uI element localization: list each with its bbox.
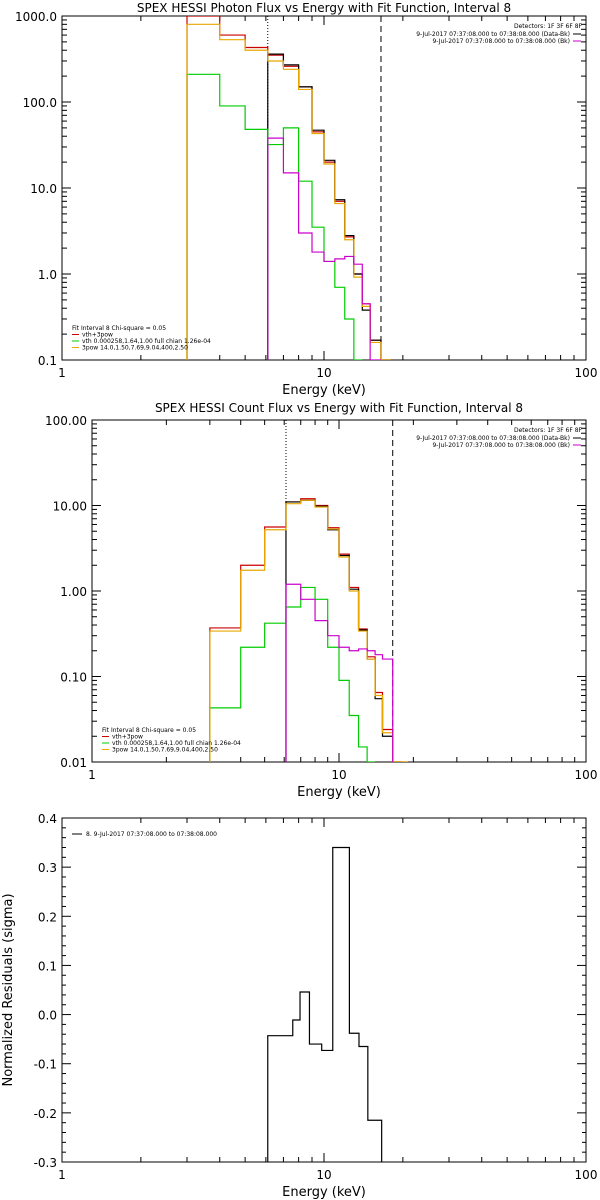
plot-area xyxy=(186,16,391,360)
series-vth xyxy=(186,73,363,360)
chart-panel-2: SPEX HESSI Count Flux vs Energy with Fit… xyxy=(45,401,597,800)
y-tick-label: 0.0 xyxy=(38,1009,57,1023)
time-range-label: 9-Jul-2017 07:37:08.000 to 07:38:08.000 … xyxy=(432,442,570,449)
chart-panel-1: SPEX HESSI Photon Flux vs Energy with Fi… xyxy=(15,1,597,398)
chart-title: SPEX HESSI Photon Flux vs Energy with Fi… xyxy=(137,1,511,15)
residual-legend-label: 8. 9-Jul-2017 07:37:08.000 to 07:38:08.0… xyxy=(86,831,217,838)
y-tick-label: -0.3 xyxy=(34,1156,57,1170)
series-vth-3pow xyxy=(209,498,408,762)
x-tick-label: 100 xyxy=(575,366,598,380)
series-bk xyxy=(267,137,381,360)
x-tick-label: 100 xyxy=(575,1168,598,1182)
x-tick-label: 10 xyxy=(331,768,346,782)
x-tick-label: 10 xyxy=(316,1168,331,1182)
x-tick-label: 1 xyxy=(58,1168,66,1182)
x-axis-label: Energy (keV) xyxy=(282,1185,366,1200)
y-tick-label: -0.2 xyxy=(34,1107,57,1121)
x-axis-label: Energy (keV) xyxy=(297,785,381,800)
y-axis-label: Normalized Residuals (sigma) xyxy=(1,893,16,1086)
plot-frame xyxy=(91,419,587,763)
y-tick-label: 1000.0 xyxy=(15,10,57,24)
fit-legend-label: vth 0.000258,1.64,1.00 full chian 1.26e-… xyxy=(112,740,241,747)
chart-panel-3: 1 10 100 -0.3 -0.2 -0.1 0.0 0.1 0.2 0.3 0.4 Energy … xyxy=(1,812,597,1200)
series-3pow xyxy=(186,23,391,360)
series-3pow xyxy=(209,499,408,762)
time-range-label: 9-Jul-2017 07:37:08.000 to 07:38:08.000 … xyxy=(416,435,570,442)
plot-frame xyxy=(61,817,587,1163)
y-tick-label: 0.1 xyxy=(38,959,57,973)
y-tick-label: 0.3 xyxy=(38,861,57,875)
y-tick-label: 0.10 xyxy=(60,671,87,685)
fit-legend-label: vth+3pow xyxy=(82,332,113,339)
series-data xyxy=(285,499,403,762)
fit-legend-label: vth 0.000258,1.64,1.00 full chian 1.26e-… xyxy=(82,338,211,345)
detectors-label: Detectors: 1F 3F 6F 8F xyxy=(514,427,583,434)
chart-title: SPEX HESSI Count Flux vs Energy with Fit… xyxy=(155,401,523,415)
plot-area xyxy=(267,846,383,1162)
y-tick-label: 0.4 xyxy=(38,812,57,826)
y-tick-label: 0.1 xyxy=(38,354,57,368)
x-tick-label: 1 xyxy=(58,366,66,380)
y-tick-label: 1.00 xyxy=(60,585,87,599)
fit-legend-label: vth+3pow xyxy=(112,734,143,741)
x-tick-label: 100 xyxy=(575,768,598,782)
fit-legend-header: Fit Interval 8 Chi-square = 0.05 xyxy=(102,727,196,734)
detectors-label: Detectors: 1F 3F 6F 8F xyxy=(514,23,583,30)
fit-legend-label: 3pow 14.0,1.50,7.69,9.04,400,2.50 xyxy=(82,345,188,352)
series-vth-3pow xyxy=(186,16,391,360)
y-tick-label: 0.01 xyxy=(60,756,87,770)
y-tick-label: 1.0 xyxy=(38,268,57,282)
series-data xyxy=(267,53,391,360)
y-tick-label: 10.00 xyxy=(53,500,87,514)
y-tick-label: 100.0 xyxy=(23,96,57,110)
x-axis-label: Energy (keV) xyxy=(282,383,366,398)
y-tick-label: 10.0 xyxy=(30,182,57,196)
series-vth xyxy=(209,586,376,762)
time-range-label: 9-Jul-2017 07:37:08.000 to 07:38:08.000 … xyxy=(416,31,570,38)
y-tick-label: 100.00 xyxy=(45,414,87,428)
fit-legend-label: 3pow 14.0,1.50,7.69,9.04,400,2.50 xyxy=(112,747,218,754)
x-tick-label: 10 xyxy=(316,366,331,380)
series-8-9-jul-2017-07-37-08-000-to-0 xyxy=(267,846,383,1162)
x-tick-label: 1 xyxy=(88,768,96,782)
fit-legend-header: Fit Interval 8 Chi-square = 0.05 xyxy=(72,325,166,332)
y-tick-label: 0.2 xyxy=(38,910,57,924)
series-bk xyxy=(285,583,394,762)
plot-area xyxy=(209,420,408,762)
time-range-label: 9-Jul-2017 07:37:08.000 to 07:38:08.000 … xyxy=(432,38,570,45)
plot-frame xyxy=(61,15,587,361)
y-tick-label: -0.1 xyxy=(34,1058,57,1072)
